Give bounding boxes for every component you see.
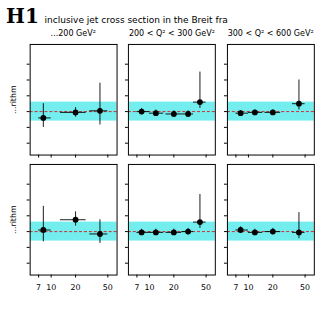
svg-text:10: 10 bbox=[145, 283, 155, 292]
html-text:...200 GeV²: ...200 GeV² bbox=[50, 29, 96, 38]
html-text:H1: H1 bbox=[6, 4, 39, 28]
svg-text:20: 20 bbox=[268, 283, 278, 292]
svg-text:7: 7 bbox=[234, 283, 239, 292]
html-text:300 < Q² < 600 GeV²: 300 < Q² < 600 GeV² bbox=[227, 29, 314, 38]
svg-text:50: 50 bbox=[202, 283, 212, 292]
svg-text:10: 10 bbox=[244, 283, 254, 292]
html-text:inclusive jet cross section in: inclusive jet cross section in the Breit… bbox=[38, 15, 228, 25]
svg-text:20: 20 bbox=[71, 283, 81, 292]
svg-text:20: 20 bbox=[169, 283, 179, 292]
svg-text:7: 7 bbox=[135, 283, 140, 292]
svg-text:50: 50 bbox=[300, 283, 310, 292]
svg-text:50: 50 bbox=[103, 283, 113, 292]
svg-text:10: 10 bbox=[46, 283, 56, 292]
svg-text:...rithm: ...rithm bbox=[9, 206, 18, 235]
svg-text:...rithm: ...rithm bbox=[9, 85, 18, 114]
html-text:200 < Q² < 300 GeV²: 200 < Q² < 300 GeV² bbox=[128, 29, 215, 38]
svg-text:7: 7 bbox=[36, 283, 41, 292]
